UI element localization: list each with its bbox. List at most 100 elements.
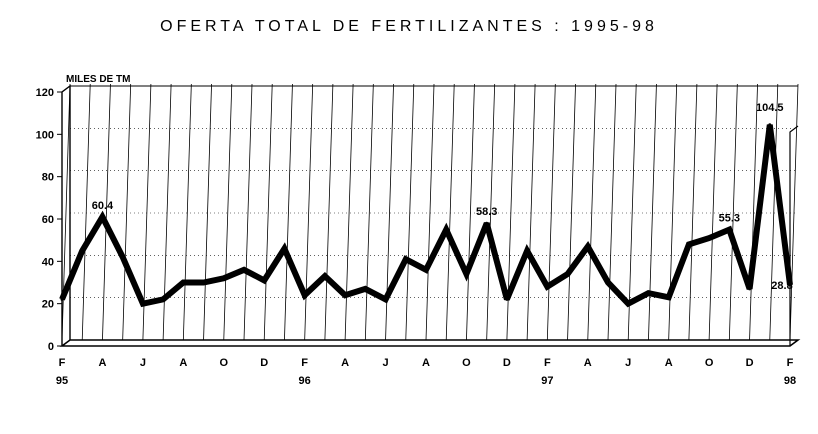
y-tick-label: 100 bbox=[36, 129, 54, 141]
x-tick-label: A bbox=[179, 357, 187, 369]
data-point bbox=[505, 297, 509, 301]
data-point bbox=[100, 215, 104, 219]
x-tick-label: A bbox=[341, 357, 349, 369]
grid-line-vertical bbox=[223, 83, 233, 341]
data-label: 55.3 bbox=[719, 213, 740, 225]
data-point bbox=[141, 302, 145, 306]
x-tick-label: F bbox=[787, 357, 794, 369]
grid-line-vertical bbox=[122, 83, 132, 341]
grid-line-vertical bbox=[587, 83, 597, 341]
grid-line-vertical bbox=[102, 83, 111, 341]
grid-line-vertical bbox=[688, 83, 698, 341]
x-year-label: 98 bbox=[784, 375, 796, 387]
grid-line-vertical bbox=[61, 83, 71, 341]
grid-line-vertical bbox=[142, 83, 152, 341]
x-tick-label: F bbox=[544, 357, 551, 369]
x-year-label: 95 bbox=[56, 375, 68, 387]
series-line bbox=[59, 124, 793, 308]
grid-line-vertical bbox=[81, 83, 91, 341]
data-label: 28.8 bbox=[771, 280, 792, 292]
grid-line-vertical bbox=[526, 83, 536, 341]
data-label: 104.5 bbox=[756, 102, 784, 114]
y-axis-ticks: 0 20 40 60 80 100 120 bbox=[36, 87, 62, 353]
x-tick-label: F bbox=[301, 357, 308, 369]
x-tick-label: D bbox=[746, 357, 754, 369]
x-tick-label: J bbox=[625, 357, 631, 369]
x-tick-label: D bbox=[260, 357, 268, 369]
grid-lines bbox=[61, 83, 799, 341]
data-point bbox=[303, 293, 307, 297]
x-tick-label: F bbox=[59, 357, 66, 369]
grid-line-vertical bbox=[567, 83, 576, 341]
grid-line-vertical bbox=[789, 83, 799, 341]
x-tick-label: J bbox=[140, 357, 146, 369]
x-year-label: 97 bbox=[541, 375, 553, 387]
data-point bbox=[323, 274, 327, 278]
grid-line-vertical bbox=[284, 83, 293, 341]
grid-line-vertical bbox=[405, 83, 415, 341]
data-point bbox=[464, 272, 468, 276]
grid-line-vertical bbox=[425, 83, 435, 341]
y-tick-label: 60 bbox=[42, 214, 54, 226]
data-point bbox=[363, 287, 367, 291]
grid-line-vertical bbox=[263, 83, 273, 341]
data-point bbox=[788, 283, 792, 287]
grid-line-vertical bbox=[668, 83, 678, 341]
grid-line-vertical bbox=[304, 83, 314, 341]
grid-line-vertical bbox=[546, 83, 556, 341]
data-point bbox=[727, 228, 731, 232]
chart-title: OFERTA TOTAL DE FERTILIZANTES : 1995-98 bbox=[160, 18, 658, 35]
grid-line-vertical bbox=[607, 83, 617, 341]
grid-line-vertical bbox=[749, 83, 758, 341]
x-tick-label: O bbox=[705, 357, 714, 369]
data-point bbox=[424, 268, 428, 272]
y-tick-label: 0 bbox=[48, 341, 54, 353]
data-point bbox=[343, 293, 347, 297]
data-point bbox=[768, 123, 772, 127]
x-tick-label: A bbox=[584, 357, 592, 369]
x-tick-label: A bbox=[98, 357, 106, 369]
grid-line-vertical bbox=[243, 83, 253, 341]
y-tick-label: 120 bbox=[36, 87, 54, 99]
series-group bbox=[59, 123, 793, 308]
grid-line-vertical bbox=[182, 83, 192, 341]
data-point bbox=[687, 242, 691, 246]
grid-line-vertical bbox=[364, 83, 374, 341]
data-point bbox=[626, 302, 630, 306]
y-tick-label: 80 bbox=[42, 172, 54, 184]
y-axis-label: MILES DE TM bbox=[66, 74, 130, 85]
grid-line-vertical bbox=[486, 83, 496, 341]
data-point bbox=[60, 297, 64, 301]
x-year-label: 96 bbox=[299, 375, 311, 387]
data-point bbox=[384, 297, 388, 301]
data-point bbox=[80, 249, 84, 253]
grid-line-vertical bbox=[708, 83, 718, 341]
grid-line-vertical bbox=[203, 83, 212, 341]
grid-line-vertical bbox=[627, 83, 637, 341]
grid-line-vertical bbox=[648, 83, 657, 341]
data-point bbox=[222, 276, 226, 280]
data-point bbox=[161, 297, 165, 301]
grid-line-vertical bbox=[769, 83, 779, 341]
grid-line-vertical bbox=[324, 83, 334, 341]
data-point bbox=[181, 281, 185, 284]
data-point bbox=[667, 295, 671, 299]
data-point bbox=[282, 247, 286, 251]
grid-line-vertical bbox=[728, 83, 738, 341]
y-tick-label: 40 bbox=[42, 256, 54, 268]
x-tick-label: A bbox=[422, 357, 430, 369]
data-label: 60.4 bbox=[92, 200, 114, 212]
y-tick-label: 20 bbox=[42, 299, 54, 311]
data-point bbox=[606, 281, 610, 284]
data-point bbox=[202, 281, 206, 284]
data-point bbox=[525, 249, 529, 253]
data-point bbox=[566, 272, 570, 276]
x-tick-label: O bbox=[219, 357, 228, 369]
x-axis-ticks: F A J A O D F A J A O D F A J A O D F 95 96 97 98 bbox=[56, 357, 796, 387]
grid-line-vertical bbox=[466, 83, 475, 341]
data-point bbox=[545, 285, 549, 289]
grid-line-vertical bbox=[506, 83, 516, 341]
data-point bbox=[586, 245, 590, 249]
data-label: 58.3 bbox=[476, 206, 497, 218]
